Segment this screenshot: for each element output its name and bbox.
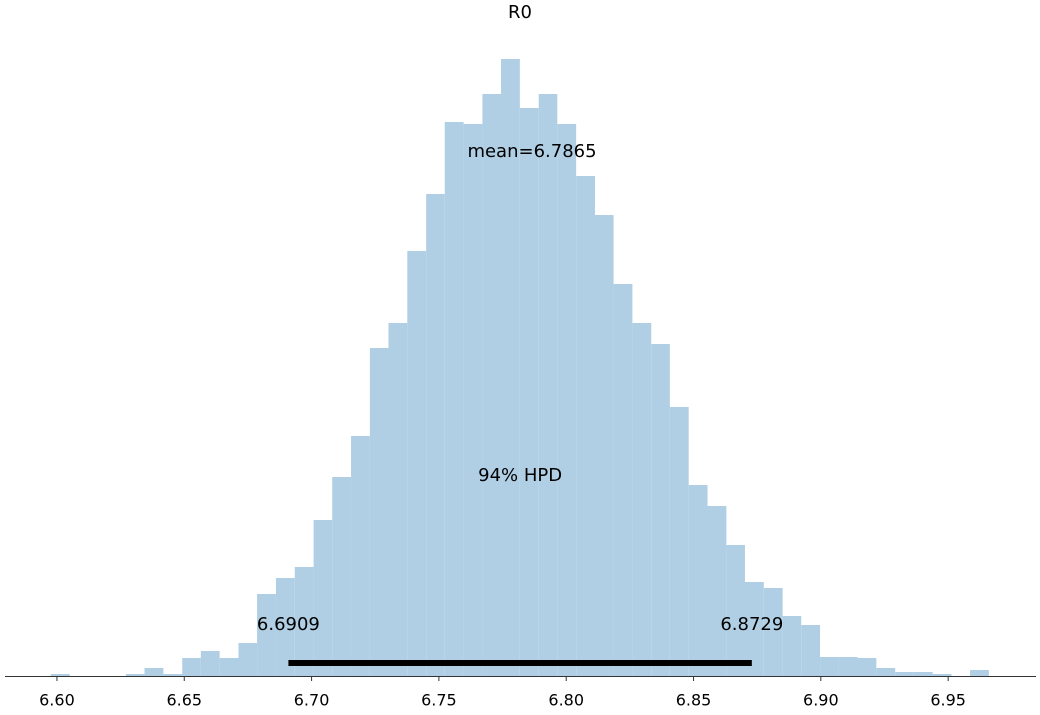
bar [388,323,408,676]
bar [294,567,314,676]
bar [613,284,633,676]
bar [726,545,745,676]
bar [519,108,539,676]
bar [857,658,877,676]
bar [426,194,445,676]
bar [820,657,839,676]
bar [182,658,201,676]
bar [163,674,183,676]
bar [200,651,220,676]
bar [876,668,896,676]
bar [501,59,520,676]
bar [688,485,708,676]
bar [238,643,258,676]
bar [313,520,333,676]
bar [463,124,483,676]
bar [125,674,145,676]
x-tick-label: 6.70 [294,691,330,710]
x-tick-label: 6.95 [930,691,966,710]
bar [744,582,764,676]
bar [594,215,614,676]
bar [913,672,933,676]
hdi-lower-label: 6.6909 [257,614,320,635]
bar [538,94,558,676]
bar [932,674,952,676]
bar [838,657,858,676]
bar [257,594,276,676]
bar [782,616,802,676]
bar [275,578,295,676]
x-tick-label: 6.85 [676,691,712,710]
x-tick-label: 6.65 [166,691,202,710]
bar [801,625,821,676]
hdi-label: 94% HPD [478,465,562,486]
bar [50,674,70,676]
x-tick-label: 6.60 [39,691,75,710]
bar [351,436,370,676]
bar [576,176,595,676]
bar [557,124,577,676]
bar [219,658,239,676]
bar [651,344,670,676]
x-tick-label: 6.80 [548,691,584,710]
chart-title: R0 [508,2,532,23]
bar [895,672,914,676]
mean-label: mean=6.7865 [467,141,596,162]
bar [707,506,727,676]
x-tick-label: 6.75 [421,691,457,710]
bar [444,122,464,676]
bar [763,588,783,676]
bar [332,477,352,676]
bar [632,323,652,676]
hdi-upper-label: 6.8729 [720,614,783,635]
bar [144,668,164,676]
bar [669,407,689,676]
bar [482,94,502,676]
bar [407,251,427,676]
bar [970,670,989,676]
bar [369,348,389,676]
x-tick-label: 6.90 [803,691,839,710]
